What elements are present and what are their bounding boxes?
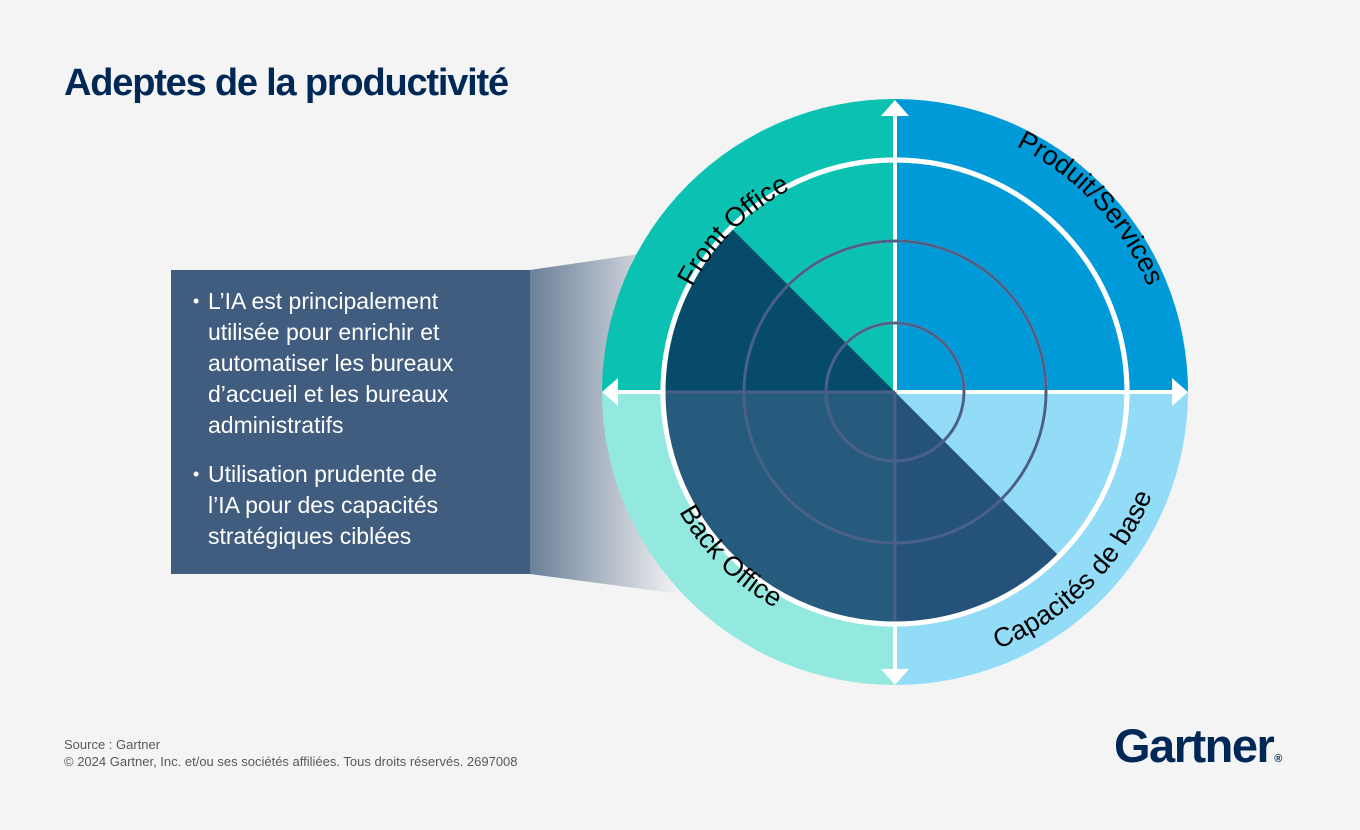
gartner-logo: Gartner® [1114, 719, 1283, 772]
arrow-right-icon [1172, 378, 1188, 406]
bullet-icon: • [193, 464, 200, 484]
footer: Source : Gartner © 2024 Gartner, Inc. et… [64, 736, 518, 770]
registered-mark-icon: ® [1274, 753, 1283, 765]
arrow-left-icon [602, 378, 618, 406]
callout-bullet: • Utilisation prudente de l’IA pour des … [193, 461, 439, 549]
page-title: Adeptes de la productivité [64, 62, 509, 104]
callout-list: • L’IA est principalement utilisée pour … [191, 286, 510, 552]
copyright-note: © 2024 Gartner, Inc. et/ou ses sociétés … [64, 754, 518, 769]
callout-bullet: • L’IA est principalement utilisée pour … [193, 288, 454, 438]
source-note: Source : Gartner [64, 737, 161, 752]
arrow-down-icon [881, 669, 909, 685]
bullet-icon: • [193, 291, 200, 311]
arrow-up-icon [881, 100, 909, 116]
callout-box: • L’IA est principalement utilisée pour … [171, 270, 530, 574]
highlight-region [665, 162, 1125, 622]
